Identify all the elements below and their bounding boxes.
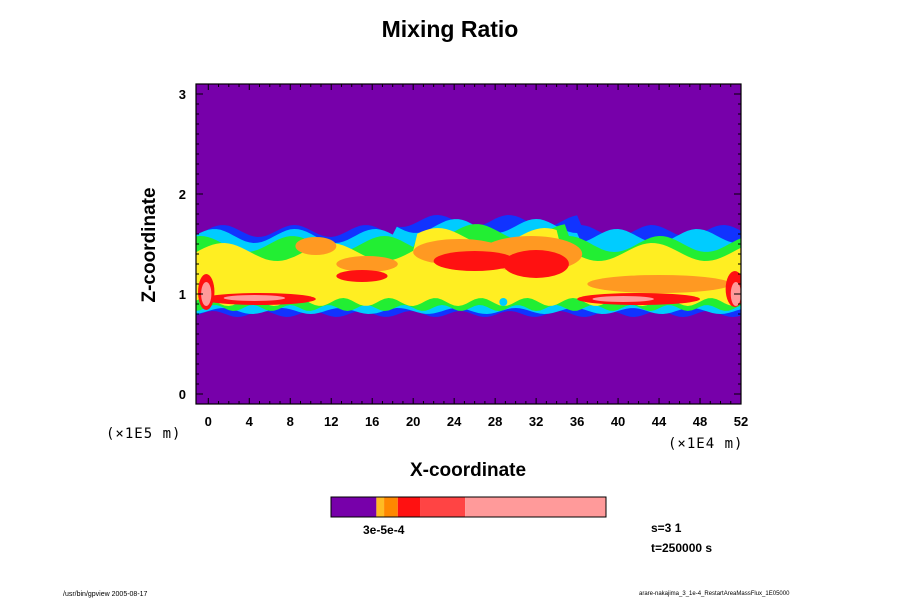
colorbar-segment: [397, 497, 421, 517]
y-tick-label: 3: [179, 87, 186, 102]
x-tick-label: 36: [570, 414, 584, 429]
y-tick-label: 0: [179, 387, 186, 402]
colorbar: [330, 496, 607, 518]
colorbar-segment: [384, 497, 398, 517]
x-tick-label: 40: [611, 414, 625, 429]
chart-title: Mixing Ratio: [381, 16, 519, 42]
x-tick-label: 16: [365, 414, 379, 429]
x-tick-label: 12: [324, 414, 338, 429]
x-tick-label: 28: [488, 414, 502, 429]
orange-patch: [587, 275, 731, 293]
mixing-ratio-field: [196, 215, 741, 317]
x-tick-label: 52: [734, 414, 748, 429]
colorbar-segment: [465, 497, 606, 517]
footer-source: arare-nakajima_3_1e-4_RestartAreaMassFlu…: [639, 591, 790, 597]
y-axis-label: Z-coordinate: [139, 187, 160, 303]
y-tick-label: 2: [179, 187, 186, 202]
colorbar-segment: [331, 497, 377, 517]
footer-command: /usr/bin/gpview 2005-08-17: [63, 591, 148, 598]
red-patch: [503, 250, 569, 278]
x-tick-label: 0: [205, 414, 212, 429]
x-tick-label: 48: [693, 414, 707, 429]
colorbar-frame: [330, 496, 607, 518]
pink-patch: [201, 282, 212, 306]
x-axis-label: X-coordinate: [409, 460, 527, 481]
orange-patch: [295, 237, 337, 255]
time-info: t=250000 s: [651, 541, 713, 555]
x-tick-label: 20: [406, 414, 420, 429]
red-patch: [336, 270, 388, 282]
orange-patch: [336, 256, 398, 272]
y-tick-label: 1: [179, 287, 186, 302]
slice-info: s=3 1: [651, 521, 682, 535]
pink-patch: [223, 295, 286, 301]
colorbar-segment: [376, 497, 385, 517]
x-tick-label: 24: [447, 414, 462, 429]
y-axis-unit: (×1E5 m): [106, 426, 182, 442]
x-tick-label: 32: [529, 414, 543, 429]
colorbar-segment: [420, 497, 466, 517]
isolated-cell: [499, 298, 508, 306]
x-tick-label: 44: [652, 414, 667, 429]
colorbar-label: 3e-5e-4: [363, 523, 405, 537]
pink-patch: [592, 296, 654, 302]
red-patch: [433, 251, 516, 271]
x-axis-unit: (×1E4 m): [668, 436, 744, 452]
x-tick-label: 8: [287, 414, 294, 429]
x-tick-label: 4: [246, 414, 254, 429]
